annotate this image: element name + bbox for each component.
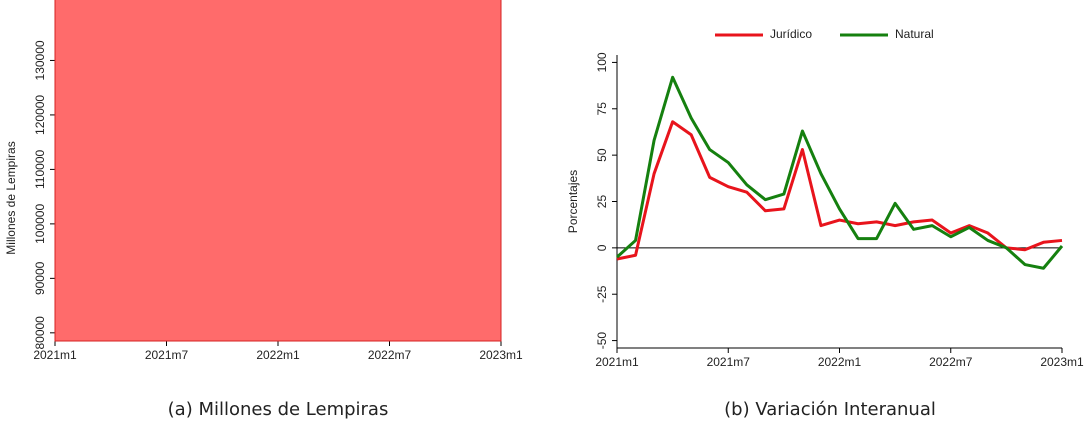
x-tick-label: 2022m1 — [818, 355, 862, 369]
line — [616, 120, 1063, 261]
y-tick-label: -50 — [595, 332, 609, 350]
y-tick-label: 100000 — [33, 204, 47, 244]
y-tick-label: 90000 — [33, 261, 47, 295]
y-tick-label: 110000 — [33, 149, 47, 188]
x-tick-label: 2022m1 — [256, 348, 300, 362]
x-tick-label: 2021m1 — [595, 355, 639, 369]
caption: (a) Millones de Lempiras — [168, 399, 389, 420]
y-axis-label: Millones de Lempiras — [4, 141, 18, 254]
x-tick-label: 2021m1 — [33, 348, 77, 362]
y-axis-label: Porcentajes — [566, 170, 580, 233]
y-tick-label: -25 — [595, 285, 609, 303]
y-tick-label: 25 — [595, 195, 609, 209]
legend-label: Jurídico — [770, 27, 812, 41]
y-tick-label: 50 — [595, 148, 609, 162]
y-tick-label: 80000 — [33, 316, 47, 350]
y-tick-label: 100 — [595, 52, 609, 72]
x-tick-label: 2023m1 — [479, 348, 523, 362]
x-tick-label: 2023m1 — [1040, 355, 1084, 369]
x-tick-label: 2021m7 — [707, 355, 751, 369]
x-tick-label: 2022m7 — [929, 355, 973, 369]
y-tick-label: 120000 — [33, 95, 47, 135]
y-tick-label: 0 — [595, 244, 609, 251]
x-tick-label: 2022m7 — [368, 348, 412, 362]
caption: (b) Variación Interanual — [724, 399, 936, 420]
y-tick-label: 75 — [595, 102, 609, 116]
y-tick-label: 130000 — [33, 40, 47, 80]
area — [54, 0, 502, 342]
line — [615, 75, 1064, 270]
x-tick-label: 2021m7 — [145, 348, 189, 362]
legend-label: Natural — [895, 27, 934, 41]
